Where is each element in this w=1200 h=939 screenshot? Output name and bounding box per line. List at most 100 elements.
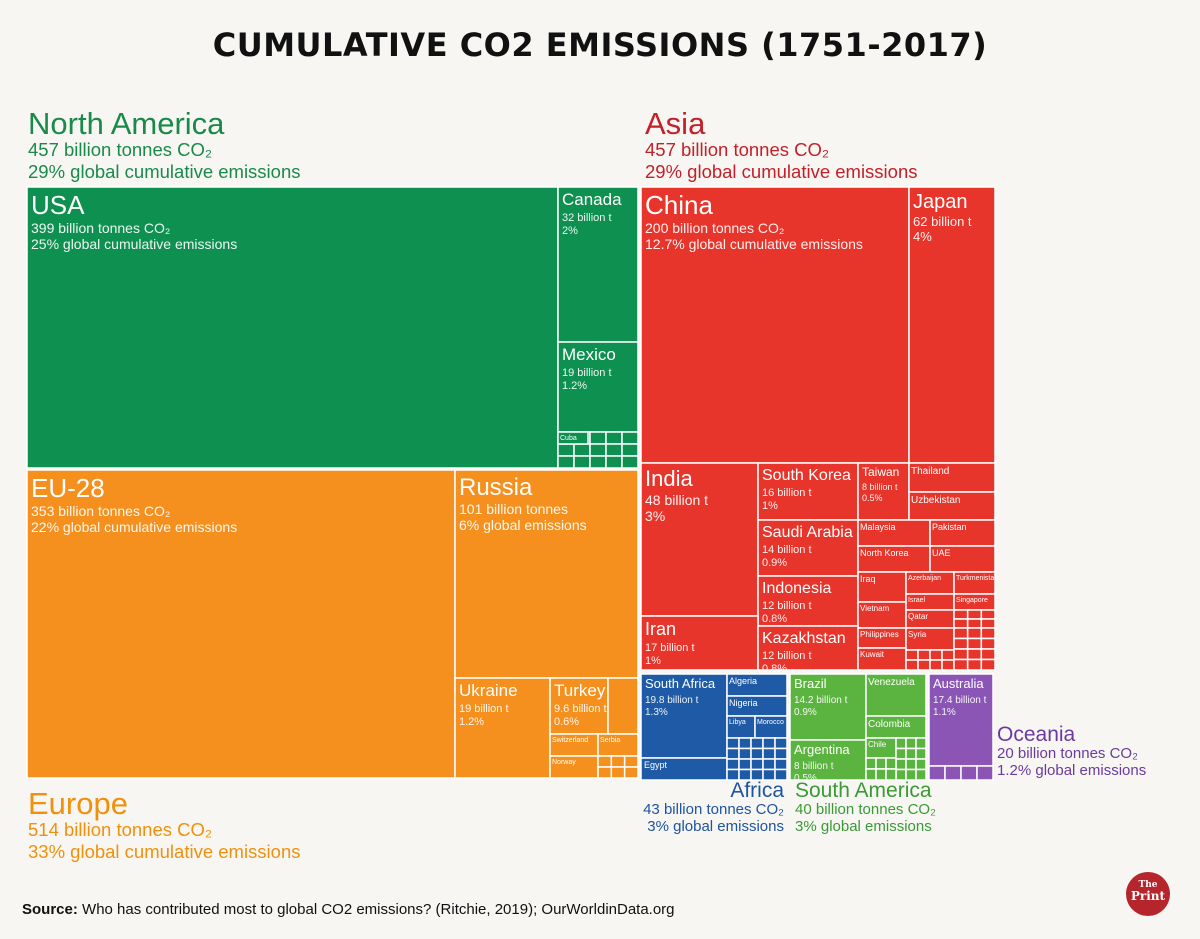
tile-india-value-1: 48 billion t	[645, 492, 708, 508]
tile-africa-small-cell	[738, 737, 752, 750]
tile-iraq	[857, 571, 907, 603]
tile-australia-value-2: 1.1%	[933, 707, 956, 718]
tile-asia-small-cell	[980, 618, 996, 629]
tile-eu-28-value-2: 22% global cumulative emissions	[31, 519, 237, 535]
tile-saudi-arabia-value-1: 14 billion t	[762, 544, 812, 556]
tile-oceania-small-cell	[944, 765, 962, 781]
tile-eu-28	[26, 469, 456, 779]
region-total: 514 billion tonnes CO₂	[28, 819, 213, 840]
tile-europe-small-cell	[623, 755, 639, 768]
region-percent: 1.2% global emissions	[997, 762, 1147, 780]
region-total: 40 billion tonnes CO₂	[795, 801, 936, 818]
tile-south-america-small-cell	[885, 757, 897, 770]
tile-australia-label: Australia	[933, 676, 984, 691]
tile-asia-small-cell	[966, 618, 983, 629]
tile-argentina-label: Argentina	[794, 742, 850, 757]
tile-usa	[26, 186, 559, 469]
tile-pakistan-label: Pakistan	[932, 522, 967, 532]
tile-asia-small-cell	[929, 659, 943, 671]
tile-south-america-small-cell	[895, 758, 907, 771]
tile-singapore-label: Singapore	[956, 597, 988, 604]
tile-africa-small-cell	[774, 747, 788, 760]
tile-azerbaijan-label: Azerbaijan	[908, 575, 941, 582]
tile-ukraine-value-1: 19 billion t	[459, 703, 509, 715]
tile-europe-small-cell	[623, 766, 639, 779]
tile-eu-28-label: EU-28	[31, 473, 105, 503]
tile-iran-label: Iran	[645, 619, 676, 639]
tile-north-america-small-cell	[605, 431, 623, 445]
tile-brazil-value-1: 14.2 billion t	[794, 695, 848, 706]
tile-africa-small-cell	[762, 747, 776, 760]
tile-turkey-label: Turkey	[554, 681, 606, 700]
region-percent: 33% global cumulative emissions	[28, 841, 301, 863]
tile-switzerland-label: Switzerland	[552, 737, 588, 744]
source-label: Source:	[22, 901, 78, 918]
region-label-asia: Asia 457 billion tonnes CO₂ 29% global c…	[645, 108, 918, 183]
tile-asia-small-cell	[953, 618, 969, 629]
tile-africa-small-cell	[738, 747, 752, 760]
tile-algeria-label: Algeria	[729, 676, 757, 686]
tile-norway-label: Norway	[552, 759, 576, 766]
tile-brazil-value-2: 0.9%	[794, 707, 817, 718]
tile-chile-label: Chile	[868, 740, 887, 749]
tile-asia-small-cell	[966, 627, 983, 640]
tile-north-america-small-cell	[557, 455, 575, 469]
tile-south-korea-label: South Korea	[762, 467, 851, 484]
tile-asia-small-cell	[953, 648, 969, 661]
tile-india-value-2: 3%	[645, 508, 665, 524]
tile-syria-label: Syria	[908, 630, 927, 639]
tile-iran-value-2: 1%	[645, 655, 661, 667]
tile-kazakhstan-value-2: 0.8%	[762, 663, 787, 675]
source-note: Source: Who has contributed most to glob…	[22, 901, 675, 918]
tile-serbia-label: Serbia	[600, 737, 620, 744]
tile-kuwait-label: Kuwait	[860, 650, 885, 659]
tile-south-korea	[757, 462, 859, 521]
tile-south-america-small-cell	[895, 747, 907, 760]
tile-morocco-label: Morocco	[757, 719, 784, 726]
tile-india-label: India	[645, 466, 693, 491]
region-label-south-america: South America 40 billion tonnes CO₂ 3% g…	[795, 780, 936, 836]
tile-cuba-label: Cuba	[560, 435, 577, 442]
tile-north-america-small-cell	[621, 431, 639, 445]
tile-argentina-value-1: 8 billion t	[794, 761, 834, 772]
tile-usa-value-2: 25% global cumulative emissions	[31, 236, 237, 252]
tile-uzbekistan-label: Uzbekistan	[911, 495, 960, 506]
tile-asia-small-cell	[941, 649, 955, 661]
tile-argentina	[789, 739, 867, 781]
tile-russia-label: Russia	[459, 474, 533, 501]
tile-north-america-small-cell	[605, 455, 623, 469]
tile-asia-small-cell	[966, 658, 983, 671]
logo-line-1: The	[1138, 880, 1158, 890]
tile-canada-value-1: 32 billion t	[562, 212, 612, 224]
tile-south-korea-value-2: 1%	[762, 500, 778, 512]
tile-turkey	[549, 677, 609, 735]
tile-europe-small-cell	[610, 766, 626, 779]
tile-japan-value-1: 62 billion t	[913, 214, 972, 229]
tile-south-america-small-cell	[865, 757, 877, 770]
tile-south-america-small-cell	[885, 768, 897, 781]
tile-asia-small-cell	[980, 637, 996, 650]
tile-taiwan	[857, 462, 910, 521]
tile-turkey-value-2: 0.6%	[554, 716, 579, 728]
tile-indonesia-label: Indonesia	[762, 580, 831, 597]
tile-north-america-small-cell	[621, 455, 639, 469]
tile-russia-value-1: 101 billion tonnes	[459, 501, 568, 517]
tile-taiwan-value-2: 0.5%	[862, 493, 883, 503]
tile-usa-value-1: 399 billion tonnes CO₂	[31, 220, 170, 236]
tile-europe-small-cell	[610, 755, 626, 768]
tile-north-america-small-cell	[589, 443, 607, 457]
tile-north-america-small-cell	[557, 443, 575, 457]
region-total: 457 billion tonnes CO₂	[645, 139, 830, 160]
tile-asia-small-cell	[980, 609, 996, 620]
tile-asia-small-cell	[980, 627, 996, 640]
tile-oceania-small-cell	[960, 765, 978, 781]
tile-south-america-small-cell	[915, 737, 927, 750]
tile-iran-value-1: 17 billion t	[645, 642, 695, 654]
tile-north-korea-label: North Korea	[860, 548, 909, 558]
tile-eu-28-value-1: 353 billion tonnes CO₂	[31, 503, 170, 519]
region-name: Africa	[730, 779, 784, 802]
tile-russia	[454, 469, 639, 679]
tile-north-america-small-cell	[589, 455, 607, 469]
tile-africa-small-cell	[774, 768, 788, 781]
